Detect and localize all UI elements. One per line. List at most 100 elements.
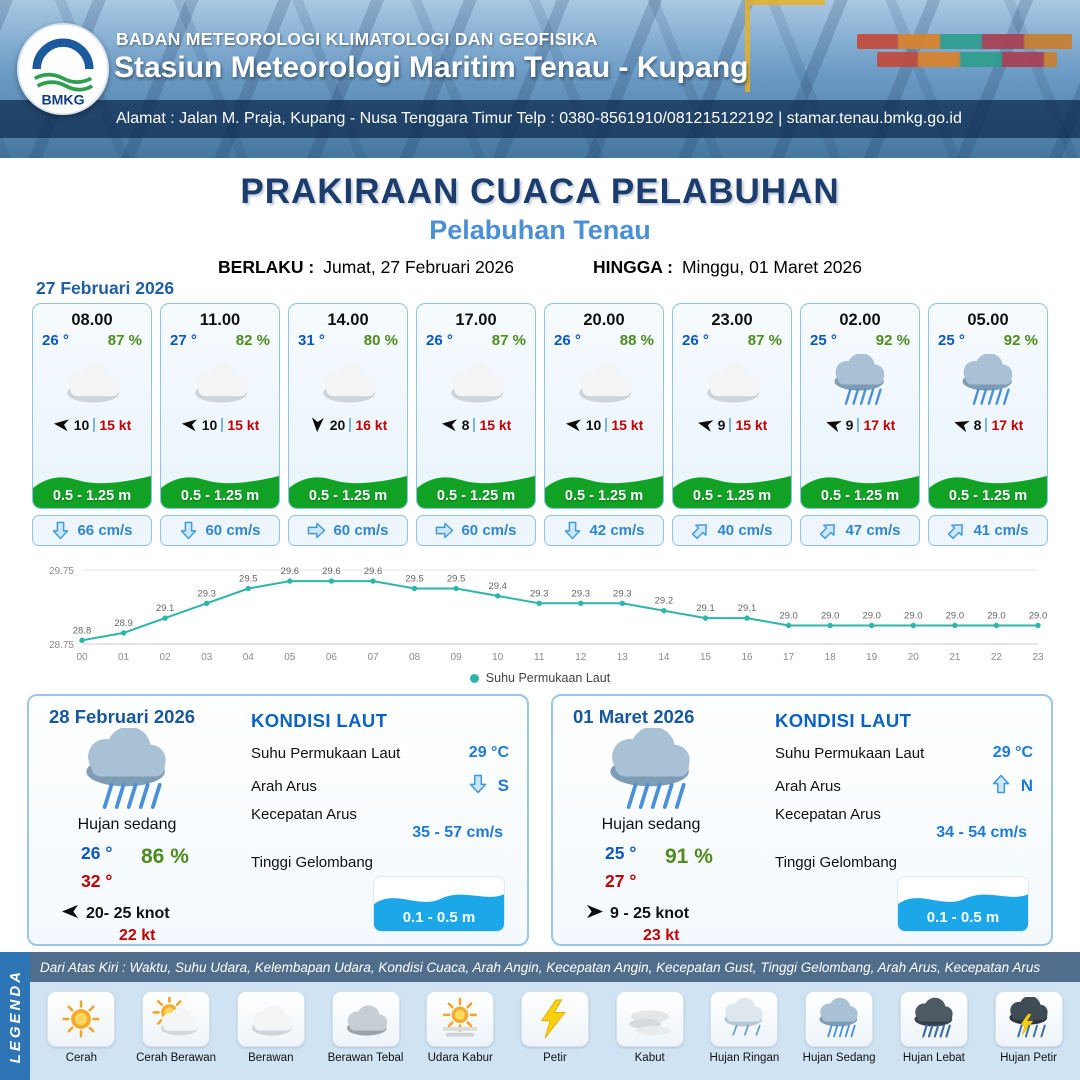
wind-speed: 10 [201, 416, 218, 433]
wave-graphic [289, 476, 407, 508]
svg-text:29.0: 29.0 [821, 611, 840, 622]
wind-arrow-slot [181, 416, 198, 433]
humidity: 92 % [875, 332, 910, 349]
gust-speed: 15 kt [227, 416, 260, 433]
current-box: 42 cm/s [544, 515, 664, 546]
berawan-icon [707, 363, 760, 403]
legend-item-label: Hujan Lebat [902, 1052, 965, 1064]
sst-chart-plot: 29.75 28.75 28.8 00 28.9 01 29.1 02 29.3 03 29.5 04… [30, 556, 1050, 668]
wave-graphic [929, 476, 1047, 508]
hingga-label: HINGGA : [592, 257, 673, 277]
svg-text:12: 12 [575, 652, 587, 663]
wave-height: 0.5 - 1.25 m [820, 488, 900, 504]
svg-text:07: 07 [367, 652, 379, 663]
berawan-icon [195, 363, 248, 403]
current-speed-row: Kecepatan Arus [251, 806, 357, 823]
svg-text:29.0: 29.0 [779, 611, 798, 622]
wind-speed: 10 [585, 416, 602, 433]
forecast-column: 11.00 27 ° 82 % 10 15 kt 0.5 - 1.25 m [160, 303, 280, 546]
temp-max: 32 ° [81, 871, 113, 891]
hujan-lebat-icon [914, 997, 953, 1038]
wave-height: 0.5 - 1.25 m [436, 488, 516, 504]
wave-height-box: 0.1 - 0.5 m [373, 876, 505, 932]
wind-range: 9 - 25 knot [610, 905, 690, 922]
hujan-sedang-icon [834, 354, 885, 405]
wave-height: 0.5 - 1.25 m [564, 488, 644, 504]
validity-period: BERLAKU : Jumat, 27 Februari 2026 HINGGA… [0, 257, 1080, 278]
current-arrow-slot [435, 521, 454, 540]
forecast-card: 11.00 27 ° 82 % 10 15 kt 0.5 - 1.25 m [160, 303, 280, 509]
humidity: 87 % [747, 332, 782, 349]
cerah-berawan-icon [152, 997, 199, 1036]
temp-humidity-row: 26 ° 87 % [33, 330, 151, 349]
current-direction-arrow-icon [181, 521, 197, 540]
weather-icon-slot [33, 351, 151, 411]
wind-arrow-slot [953, 416, 970, 433]
gust-speed: 17 kt [991, 416, 1024, 433]
wind-row: 9 17 kt [801, 416, 919, 433]
gust-speed: 15 kt [479, 416, 512, 433]
container-stack-illustration [857, 34, 1072, 70]
current-speed-label: Kecepatan Arus [775, 806, 881, 823]
legend-item-label: Kabut [634, 1052, 665, 1064]
wind-speed: 8 [973, 416, 982, 433]
wave-graphic [33, 476, 151, 508]
svg-text:28.75: 28.75 [49, 640, 74, 651]
wave-height-label: Tinggi Gelombang [251, 854, 374, 871]
svg-text:29.2: 29.2 [655, 596, 674, 607]
wave-height-box: 0.1 - 0.5 m [897, 876, 1029, 932]
legend-icon-box [331, 991, 400, 1047]
humidity: 88 % [619, 332, 654, 349]
legend-icon-box [899, 991, 968, 1047]
temp-max: 27 ° [605, 871, 637, 891]
forecast-time: 20.00 [583, 311, 625, 329]
wind-direction-arrow-icon [441, 419, 457, 432]
wind-range: 20- 25 knot [86, 905, 170, 922]
current-arrow-slot [563, 521, 582, 540]
forecast-column: 08.00 26 ° 87 % 10 15 kt 0.5 - 1.25 m [32, 303, 152, 546]
title-section: PRAKIRAAN CUACA PELABUHAN Pelabuhan Tena… [0, 172, 1080, 278]
wind-arrow-slot [53, 416, 70, 433]
air-temperature: 26 ° [426, 332, 453, 349]
temp-humidity-row: 25 ° 92 % [801, 330, 919, 349]
bmkg-logo: BMKG [16, 22, 110, 116]
svg-text:09: 09 [451, 652, 463, 663]
outlook-card: 28 Februari 2026 Hujan sedang 26 ° 86 % … [27, 694, 529, 946]
berawan-icon [67, 363, 120, 403]
wind-speed: 8 [461, 416, 470, 433]
wave-graphic [161, 476, 279, 508]
forecast-time: 17.00 [455, 311, 497, 329]
svg-text:00: 00 [76, 652, 88, 663]
bmkg-logo-text: BMKG [41, 92, 84, 108]
wind-arrow-slot [585, 902, 604, 926]
current-box: 60 cm/s [160, 515, 280, 546]
wave-graphic [673, 476, 791, 508]
wave-band: 0.5 - 1.25 m [417, 466, 535, 508]
svg-text:29.6: 29.6 [364, 566, 383, 577]
svg-text:29.0: 29.0 [862, 611, 881, 622]
svg-text:29.4: 29.4 [488, 581, 507, 592]
forecast-card: 14.00 31 ° 80 % 20 16 kt 0.5 - 1.25 m [288, 303, 408, 509]
wind-direction-arrow-icon [953, 420, 970, 433]
wave-band: 0.5 - 1.25 m [289, 466, 407, 508]
svg-text:22: 22 [991, 652, 1003, 663]
sea-surface-temp-row: Suhu Permukaan Laut 29 °C [775, 744, 1033, 762]
berlaku-label: BERLAKU : [218, 257, 315, 277]
current-speed: 60 cm/s [461, 522, 517, 539]
wave-height-row: Tinggi Gelombang [775, 854, 897, 871]
svg-text:29.1: 29.1 [696, 603, 715, 614]
legend-item: Petir [509, 991, 601, 1065]
legend-dot-icon [469, 673, 479, 683]
wind-speed: 9 [845, 416, 854, 433]
divider-line [729, 417, 732, 432]
header-banner: Alamat : Jalan M. Praja, Kupang - Nusa T… [0, 0, 1080, 158]
wind-direction-arrow-icon [61, 904, 79, 919]
legend-icon-box [47, 991, 116, 1047]
current-arrow-slot [819, 521, 838, 540]
legend-icon-box [520, 991, 589, 1047]
current-box: 40 cm/s [672, 515, 792, 546]
divider-line [349, 417, 352, 432]
divider-line [93, 417, 96, 432]
forecast-time: 23.00 [711, 311, 753, 329]
wave-graphic [801, 476, 919, 508]
